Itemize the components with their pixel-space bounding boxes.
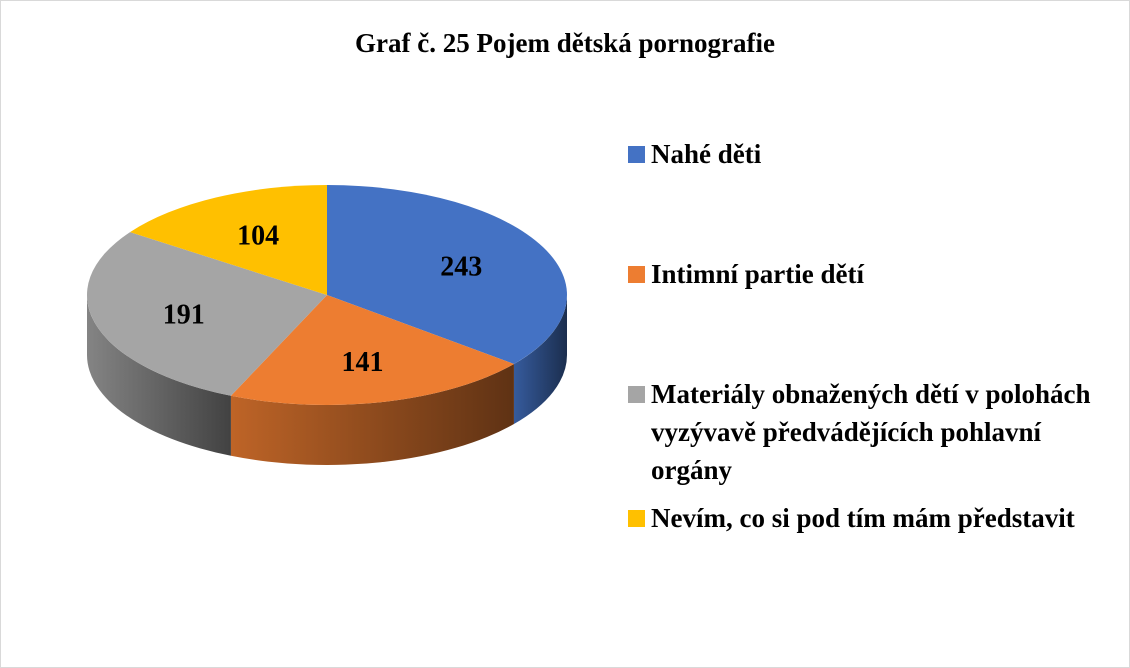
data-label: 141 <box>341 347 383 378</box>
chart-title: Graf č. 25 Pojem dětská pornografie <box>355 28 775 58</box>
legend-label: Intimní partie dětí <box>651 259 864 289</box>
pie-slice <box>230 295 514 405</box>
legend-entry: Materiály obnažených dětí v polohách vyz… <box>628 375 1098 489</box>
data-label: 243 <box>440 252 482 283</box>
legend-swatch <box>628 510 645 527</box>
legend-swatch <box>628 266 645 283</box>
legend-label: Materiály obnažených dětí v polohách vyz… <box>651 379 1091 485</box>
pie-side <box>230 363 514 465</box>
pie-slice <box>327 185 567 364</box>
data-label: 104 <box>237 221 279 252</box>
legend-entry: Intimní partie dětí <box>628 255 1098 293</box>
pie-side <box>513 295 567 424</box>
pie-slice <box>86 232 327 396</box>
legend-label: Nahé děti <box>651 139 762 169</box>
legend-label: Nevím, co si pod tím mám představit <box>651 503 1075 533</box>
pie-slice <box>130 185 327 295</box>
data-label: 191 <box>163 300 205 331</box>
legend-swatch <box>628 386 645 403</box>
legend-entry: Nevím, co si pod tím mám představit <box>628 499 1098 537</box>
pie-side <box>87 295 231 456</box>
legend-entry: Nahé děti <box>628 135 1098 173</box>
legend-swatch <box>628 146 645 163</box>
